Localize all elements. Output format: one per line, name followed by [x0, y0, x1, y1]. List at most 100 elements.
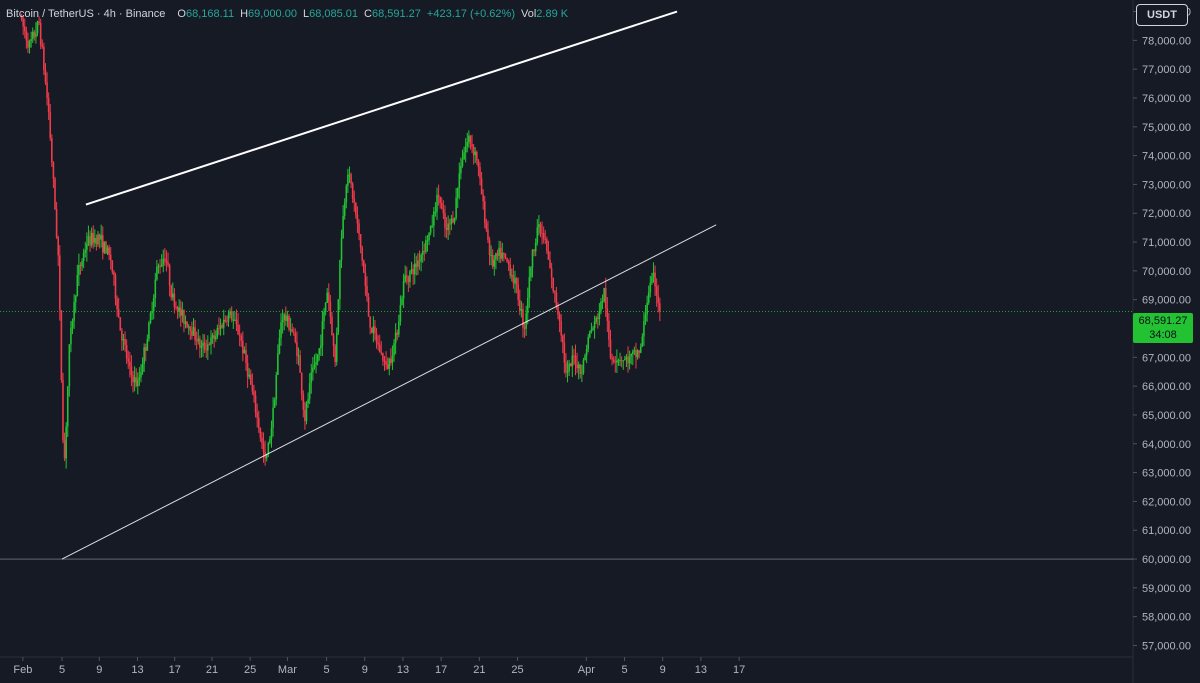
- candle-up[interactable]: [283, 314, 286, 321]
- candle-up[interactable]: [644, 314, 647, 321]
- candle-down[interactable]: [353, 198, 356, 203]
- candle-down[interactable]: [257, 417, 260, 429]
- candle-up[interactable]: [585, 349, 588, 356]
- candle-down[interactable]: [23, 26, 26, 32]
- candle-down[interactable]: [288, 316, 290, 330]
- candle-down[interactable]: [507, 261, 510, 265]
- candle-up[interactable]: [534, 242, 537, 252]
- candle-up[interactable]: [146, 339, 149, 351]
- candle-up[interactable]: [526, 298, 529, 314]
- candle-down[interactable]: [194, 327, 196, 341]
- candle-up[interactable]: [630, 353, 632, 357]
- candle-down[interactable]: [119, 317, 122, 331]
- candle-up[interactable]: [152, 297, 155, 312]
- candle-down[interactable]: [57, 237, 59, 256]
- candle-down[interactable]: [369, 316, 371, 328]
- candle-down[interactable]: [635, 350, 637, 358]
- candle-up[interactable]: [619, 360, 621, 362]
- candle-down[interactable]: [124, 338, 126, 346]
- candle-up[interactable]: [234, 319, 236, 321]
- candle-down[interactable]: [547, 250, 550, 260]
- candle-up[interactable]: [417, 260, 419, 267]
- candle-down[interactable]: [574, 355, 577, 364]
- candle-down[interactable]: [479, 166, 481, 179]
- candle-down[interactable]: [657, 295, 660, 304]
- candle-down[interactable]: [488, 239, 491, 256]
- candle-up[interactable]: [156, 266, 158, 280]
- candle-up[interactable]: [582, 360, 585, 373]
- candle-down[interactable]: [55, 209, 58, 238]
- candle-up[interactable]: [211, 335, 214, 338]
- candle-down[interactable]: [382, 353, 384, 361]
- candle-up[interactable]: [456, 187, 459, 198]
- candle-down[interactable]: [114, 275, 117, 299]
- candle-up[interactable]: [616, 360, 618, 363]
- candle-down[interactable]: [504, 253, 507, 258]
- candle-down[interactable]: [113, 271, 115, 276]
- candle-down[interactable]: [611, 357, 613, 360]
- candle-down[interactable]: [46, 82, 48, 99]
- candle-down[interactable]: [105, 241, 107, 254]
- candle-up[interactable]: [455, 197, 457, 218]
- candle-down[interactable]: [415, 263, 418, 267]
- candle-down[interactable]: [383, 360, 386, 362]
- candle-down[interactable]: [218, 328, 220, 330]
- candle-up[interactable]: [434, 211, 437, 213]
- candle-down[interactable]: [165, 260, 168, 263]
- candle-up[interactable]: [232, 319, 235, 321]
- candle-up[interactable]: [265, 454, 268, 459]
- candle-down[interactable]: [654, 272, 656, 287]
- candle-up[interactable]: [157, 266, 160, 268]
- candle-up[interactable]: [461, 159, 464, 166]
- candle-up[interactable]: [149, 313, 152, 323]
- candle-down[interactable]: [230, 311, 233, 320]
- candle-up[interactable]: [628, 356, 631, 364]
- candle-down[interactable]: [176, 306, 179, 312]
- candle-down[interactable]: [437, 194, 440, 198]
- candle-down[interactable]: [262, 442, 265, 452]
- candle-up[interactable]: [393, 343, 395, 356]
- candle-down[interactable]: [302, 394, 305, 410]
- candle-down[interactable]: [659, 303, 661, 312]
- candle-up[interactable]: [498, 247, 500, 256]
- candle-down[interactable]: [509, 264, 512, 276]
- candle-down[interactable]: [483, 201, 486, 224]
- candle-up[interactable]: [589, 331, 591, 338]
- candle-down[interactable]: [189, 326, 192, 331]
- candle-up[interactable]: [248, 374, 250, 377]
- candle-up[interactable]: [65, 426, 67, 459]
- candle-up[interactable]: [339, 260, 341, 300]
- candle-up[interactable]: [151, 311, 153, 314]
- candle-down[interactable]: [370, 327, 373, 333]
- candle-down[interactable]: [27, 40, 29, 48]
- candle-up[interactable]: [84, 250, 87, 253]
- candle-up[interactable]: [466, 141, 469, 147]
- candle-up[interactable]: [74, 296, 77, 303]
- upper-trendline[interactable]: [85, 10, 678, 206]
- candle-up[interactable]: [136, 379, 139, 387]
- candle-down[interactable]: [620, 360, 623, 362]
- candle-up[interactable]: [394, 332, 397, 344]
- candle-down[interactable]: [253, 391, 255, 396]
- candle-down[interactable]: [125, 345, 128, 359]
- candle-down[interactable]: [92, 232, 95, 243]
- candle-down[interactable]: [221, 325, 223, 328]
- candle-up[interactable]: [345, 185, 348, 203]
- candle-up[interactable]: [133, 377, 136, 383]
- candle-up[interactable]: [36, 21, 39, 34]
- candle-up[interactable]: [622, 360, 625, 362]
- candle-down[interactable]: [108, 247, 110, 255]
- candle-down[interactable]: [469, 135, 472, 144]
- candle-up[interactable]: [216, 328, 219, 337]
- candle-up[interactable]: [321, 321, 324, 346]
- candle-down[interactable]: [487, 229, 489, 240]
- candle-up[interactable]: [433, 211, 435, 226]
- candle-down[interactable]: [199, 338, 201, 348]
- candle-down[interactable]: [638, 350, 640, 353]
- candle-down[interactable]: [25, 31, 28, 41]
- candle-down[interactable]: [101, 235, 104, 253]
- candle-down[interactable]: [170, 285, 173, 298]
- candle-up[interactable]: [636, 350, 639, 358]
- candle-down[interactable]: [546, 239, 548, 251]
- candle-down[interactable]: [173, 293, 176, 307]
